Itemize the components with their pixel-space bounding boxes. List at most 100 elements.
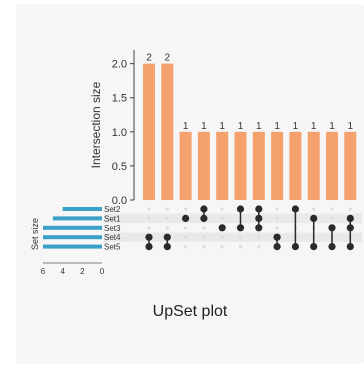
y-tick-label: 2.0 (112, 59, 127, 71)
intersection-bar (326, 131, 338, 200)
intersection-bar (161, 63, 174, 200)
intersection-bar (289, 131, 302, 200)
bar-value-label: 1 (219, 121, 225, 132)
matrix-dot-inactive (220, 235, 224, 239)
matrix-dot-inactive (202, 245, 206, 249)
bar-value-label: 1 (348, 121, 354, 132)
bar-value-label: 1 (293, 121, 299, 132)
y-axis-ticks: 0.0 0.5 1.0 1.5 2.0 (112, 59, 134, 207)
matrix-dot-inactive (275, 207, 279, 211)
matrix-dot-active (236, 205, 245, 213)
matrix-dot-inactive (275, 226, 279, 230)
y-tick-label: 1.5 (112, 93, 127, 105)
upset-chart: 2 2 1 1 1 1 1 1 1 1 1 1 Intersection size 0.0 0.5 1.0… (30, 50, 362, 276)
bar-value-label: 1 (274, 121, 280, 132)
matrix-dot-inactive (220, 216, 224, 220)
matrix-dot-active (255, 224, 263, 232)
matrix-dot-inactive (165, 226, 169, 230)
set-size-axis: Set size 6 4 2 0 (30, 218, 105, 276)
matrix-dot-inactive (220, 207, 224, 211)
y-axis: Intersection size (89, 50, 135, 200)
matrix-dot-active (255, 214, 263, 222)
matrix-row-stripes (104, 213, 362, 242)
matrix-dot-inactive (202, 235, 206, 239)
intersection-bar (307, 131, 320, 200)
matrix-dot-inactive (147, 216, 151, 220)
matrix-dot-inactive (330, 207, 334, 211)
bar-value-label: 1 (183, 121, 189, 132)
matrix-dot-active (218, 224, 226, 232)
matrix-dot-active (200, 214, 208, 222)
matrix-dot-active (346, 243, 354, 251)
matrix-dot-inactive (257, 235, 261, 239)
intersection-bars: 2 2 1 1 1 1 1 1 1 1 1 1 (143, 53, 357, 200)
matrix-dot-active (291, 243, 299, 251)
matrix-dot-inactive (220, 245, 224, 249)
matrix-dot-active (346, 214, 354, 222)
matrix-dot-active (163, 233, 171, 241)
bar-value-label: 2 (146, 53, 152, 64)
matrix-dot-inactive (147, 207, 151, 211)
matrix-dot-active (291, 205, 299, 213)
matrix-dot-active (328, 224, 336, 232)
set-name-label: Set5 (104, 243, 121, 252)
matrix-dot-active (182, 214, 190, 222)
set-size-tick-label: 6 (41, 267, 46, 276)
matrix-row-stripe (104, 232, 362, 242)
y-axis-label: Intersection size (89, 81, 103, 168)
set-name-label: Set2 (104, 205, 121, 214)
bar-value-label: 1 (256, 121, 262, 132)
intersection-bar (179, 131, 192, 200)
set-size-bar (43, 235, 102, 240)
set-size-tick-label: 2 (80, 267, 85, 276)
matrix-dot-active (255, 205, 263, 213)
matrix-dot-inactive (147, 226, 151, 230)
set-size-tick-label: 0 (100, 267, 105, 276)
matrix-dot-inactive (312, 207, 316, 211)
matrix-dot-inactive (257, 245, 261, 249)
matrix-dot-active (310, 214, 318, 222)
intersection-bar (252, 131, 265, 200)
set-name-label: Set1 (104, 214, 121, 223)
matrix-dot-inactive (330, 216, 334, 220)
set-size-tick-label: 4 (60, 267, 65, 276)
matrix-dot-inactive (238, 235, 243, 239)
set-size-bar (62, 207, 102, 211)
intersection-bar (271, 131, 284, 200)
set-size-bar (43, 244, 102, 249)
matrix-dot-inactive (184, 207, 188, 211)
intersection-matrix (145, 205, 354, 251)
matrix-dot-inactive (184, 235, 188, 239)
matrix-dot-inactive (202, 226, 206, 230)
bar-value-label: 1 (311, 121, 317, 132)
intersection-bar (216, 131, 229, 200)
matrix-dot-active (200, 205, 208, 213)
set-name-label: Set4 (104, 233, 121, 242)
set-name-label: Set3 (104, 224, 121, 233)
matrix-dot-active (163, 243, 171, 251)
bar-value-label: 1 (329, 121, 335, 132)
matrix-dot-inactive (275, 216, 279, 220)
matrix-dot-inactive (348, 207, 352, 211)
matrix-dot-active (273, 233, 281, 241)
intersection-bar (234, 131, 247, 200)
bar-value-label: 2 (165, 53, 171, 64)
bar-value-label: 1 (238, 121, 244, 132)
matrix-dot-inactive (165, 207, 169, 211)
set-size-bar (43, 225, 102, 230)
matrix-dot-active (273, 243, 281, 251)
intersection-bar (344, 131, 357, 200)
matrix-dot-inactive (184, 245, 188, 249)
bar-value-label: 1 (201, 121, 207, 132)
matrix-row-stripe (104, 213, 362, 224)
matrix-dot-inactive (238, 245, 243, 249)
y-tick-label: 0.5 (112, 161, 127, 173)
set-size-bar (52, 216, 102, 221)
matrix-dot-active (236, 224, 245, 232)
set-size-bars (43, 207, 102, 249)
matrix-dot-active (328, 243, 336, 251)
matrix-dot-active (145, 233, 153, 241)
matrix-dot-active (310, 243, 318, 251)
y-tick-label: 0.0 (112, 195, 127, 207)
